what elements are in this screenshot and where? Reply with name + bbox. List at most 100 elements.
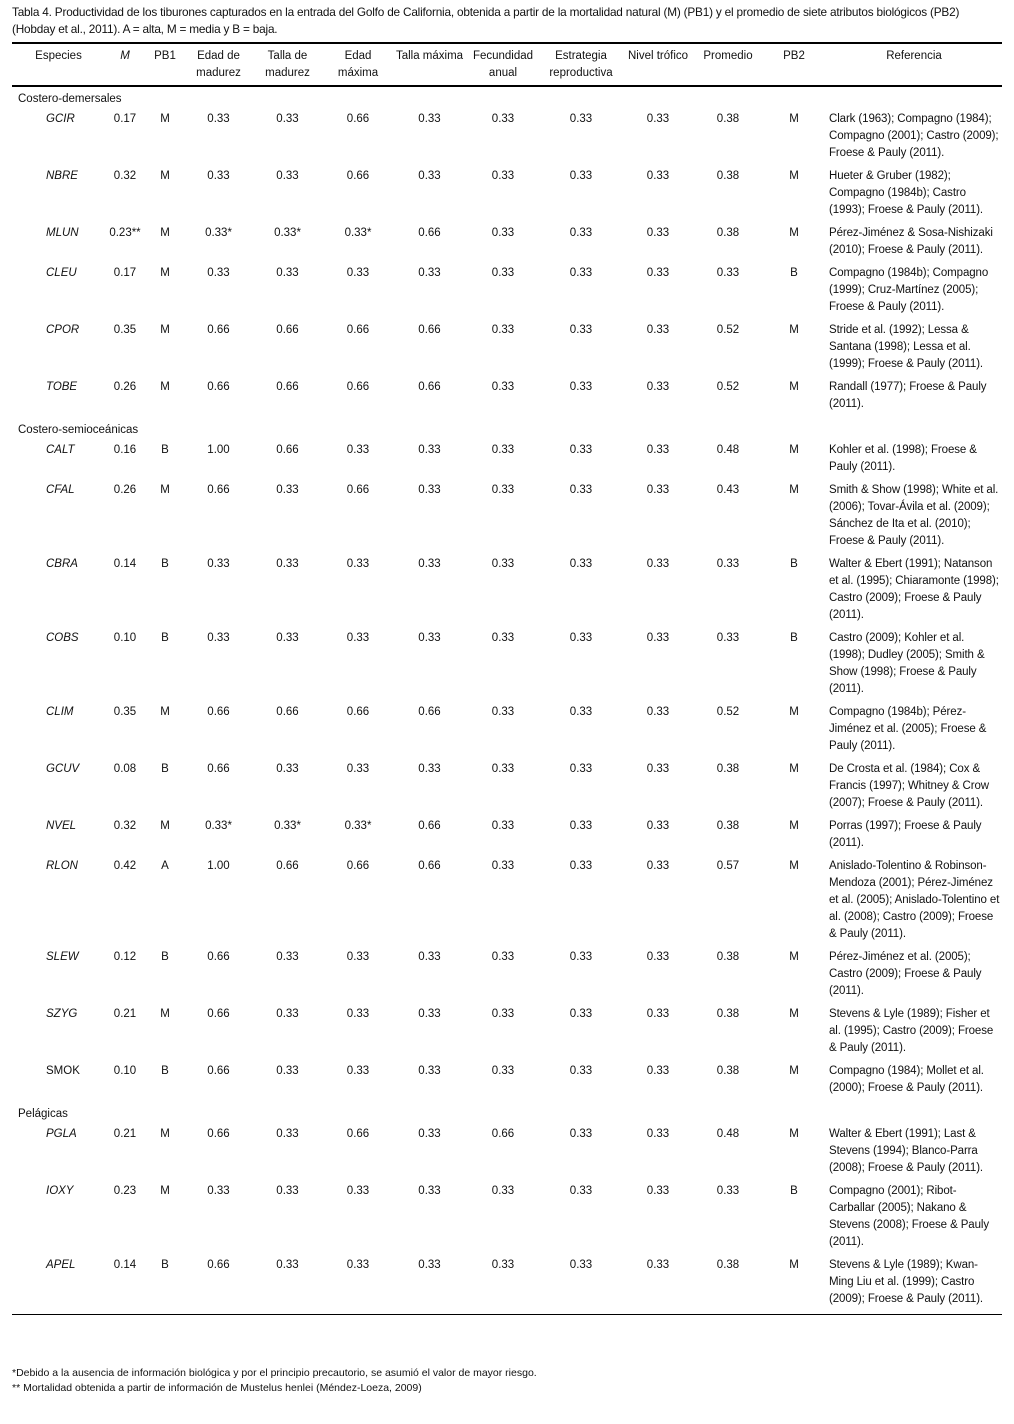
value-cell: 0.33: [276, 558, 299, 570]
value-cell: 0.33: [207, 632, 230, 644]
species-cell: CLEU: [46, 267, 77, 279]
value-cell: B: [161, 951, 169, 963]
value-cell: B: [790, 558, 798, 570]
value-cell: B: [790, 632, 798, 644]
value-cell: M: [789, 820, 799, 832]
value-cell: 0.38: [716, 1065, 740, 1077]
species-cell: PGLA: [46, 1128, 77, 1140]
value-cell: 0.66: [346, 113, 370, 125]
value-cell: 0.33: [207, 170, 230, 182]
value-cell: 0.66: [207, 484, 230, 496]
value-cell: M: [160, 170, 170, 182]
value-cell: B: [161, 632, 169, 644]
column-header: PB1: [154, 50, 176, 62]
value-cell: 0.33: [418, 951, 441, 963]
value-cell: 0.33: [716, 558, 740, 570]
species-cell: TOBE: [46, 381, 78, 393]
value-cell: 0.33: [646, 170, 670, 182]
species-cell: CPOR: [46, 324, 80, 336]
value-cell: 0.33: [569, 706, 593, 718]
value-cell: M: [160, 820, 170, 832]
value-cell: B: [161, 444, 169, 456]
table-row: APEL 0.14 B 0.66 0.33 0.33 0.33 0.33 0.33 0.33 0.3…: [12, 1257, 1002, 1315]
value-cell: 0.33: [646, 763, 670, 775]
value-cell: 0.35: [113, 324, 137, 336]
species-cell: GCIR: [46, 113, 75, 125]
species-cell: SMOK: [46, 1065, 80, 1077]
reference-cell: Pérez-Jiménez & Sosa-Nishizaki (2010); F…: [829, 227, 993, 256]
value-cell: 0.52: [716, 381, 740, 393]
table-row: SLEW 0.12 B 0.66 0.33 0.33 0.33 0.33 0.33 0.33 0.3…: [12, 949, 1002, 1006]
value-cell: B: [790, 267, 798, 279]
value-cell: M: [160, 484, 170, 496]
table-row: NVEL 0.32 M 0.33* 0.33* 0.33* 0.66 0.33 0.33 0.33…: [12, 818, 1002, 858]
value-cell: 0.33: [276, 951, 299, 963]
species-cell: COBS: [46, 632, 79, 644]
value-cell: 0.66: [418, 324, 441, 336]
column-header: Talla de madurez: [265, 50, 310, 79]
value-cell: 0.21: [113, 1008, 137, 1020]
value-cell: M: [160, 1128, 170, 1140]
value-cell: 0.33: [346, 1065, 370, 1077]
reference-cell: Pérez-Jiménez et al. (2005); Castro (200…: [829, 951, 982, 997]
value-cell: 0.66: [207, 706, 230, 718]
value-cell: 0.66: [207, 1065, 230, 1077]
value-cell: 0.66: [418, 227, 441, 239]
value-cell: 0.66: [276, 444, 299, 456]
table-row: CLEU 0.17 M 0.33 0.33 0.33 0.33 0.33 0.33 0.33 0.3…: [12, 265, 1002, 322]
value-cell: 0.33: [646, 820, 670, 832]
value-cell: 0.33: [569, 632, 593, 644]
table-caption: Tabla 4. Productividad de los tiburones …: [12, 5, 960, 36]
value-cell: 1.00: [207, 444, 230, 456]
value-cell: M: [789, 170, 799, 182]
value-cell: 0.33: [418, 1065, 441, 1077]
group-label: Costero-demersales: [18, 93, 122, 105]
species-cell: NVEL: [46, 820, 77, 832]
value-cell: M: [789, 860, 799, 872]
value-cell: 0.12: [113, 951, 137, 963]
table-row: CLIM 0.35 M 0.66 0.66 0.66 0.66 0.33 0.33 0.33 0.5…: [12, 704, 1002, 761]
column-header: Fecundidad anual: [472, 50, 534, 79]
value-cell: 0.38: [716, 951, 740, 963]
value-cell: M: [789, 951, 799, 963]
value-cell: 0.66: [346, 860, 370, 872]
value-cell: 0.33: [569, 444, 593, 456]
footnote-1: *Debido a la ausencia de información bio…: [12, 1367, 537, 1379]
group-label: Costero-semioceánicas: [18, 424, 139, 436]
column-header: PB2: [783, 50, 805, 62]
value-cell: 0.66: [207, 763, 230, 775]
value-cell: 0.33*: [205, 227, 232, 239]
value-cell: 0.66: [276, 381, 299, 393]
value-cell: 0.33: [646, 113, 670, 125]
value-cell: 0.33: [346, 632, 370, 644]
value-cell: 0.33: [418, 763, 441, 775]
value-cell: 0.33: [569, 558, 593, 570]
value-cell: 0.16: [113, 444, 137, 456]
value-cell: M: [789, 113, 799, 125]
table-row: SMOK 0.10 B 0.66 0.33 0.33 0.33 0.33 0.33 0.33 0.3…: [12, 1063, 1002, 1103]
value-cell: 0.33: [569, 113, 593, 125]
value-cell: 0.33*: [344, 227, 372, 239]
value-cell: M: [160, 267, 170, 279]
value-cell: M: [160, 1008, 170, 1020]
value-cell: 0.38: [716, 1259, 740, 1271]
reference-cell: Compagno (2001); Ribot-Carballar (2005);…: [829, 1185, 989, 1248]
value-cell: B: [161, 558, 169, 570]
table-row: PGLA 0.21 M 0.66 0.33 0.66 0.33 0.66 0.33 0.33 0.4…: [12, 1126, 1002, 1183]
value-cell: 0.33: [646, 632, 670, 644]
value-cell: 0.33: [418, 444, 441, 456]
value-cell: 0.33: [346, 444, 370, 456]
value-cell: 0.33: [418, 113, 441, 125]
reference-cell: Clark (1963); Compagno (1984); Compagno …: [829, 113, 999, 159]
reference-cell: Compagno (1984b); Compagno (1999); Cruz-…: [829, 267, 989, 313]
value-cell: M: [789, 1259, 799, 1271]
value-cell: M: [789, 484, 799, 496]
value-cell: 0.33: [491, 558, 515, 570]
value-cell: 0.33: [569, 484, 593, 496]
value-cell: 0.66: [276, 324, 299, 336]
value-cell: 0.33: [569, 267, 593, 279]
value-cell: 0.33: [646, 706, 670, 718]
species-cell: RLON: [46, 860, 78, 872]
value-cell: 0.66: [418, 820, 441, 832]
value-cell: 1.00: [207, 860, 230, 872]
